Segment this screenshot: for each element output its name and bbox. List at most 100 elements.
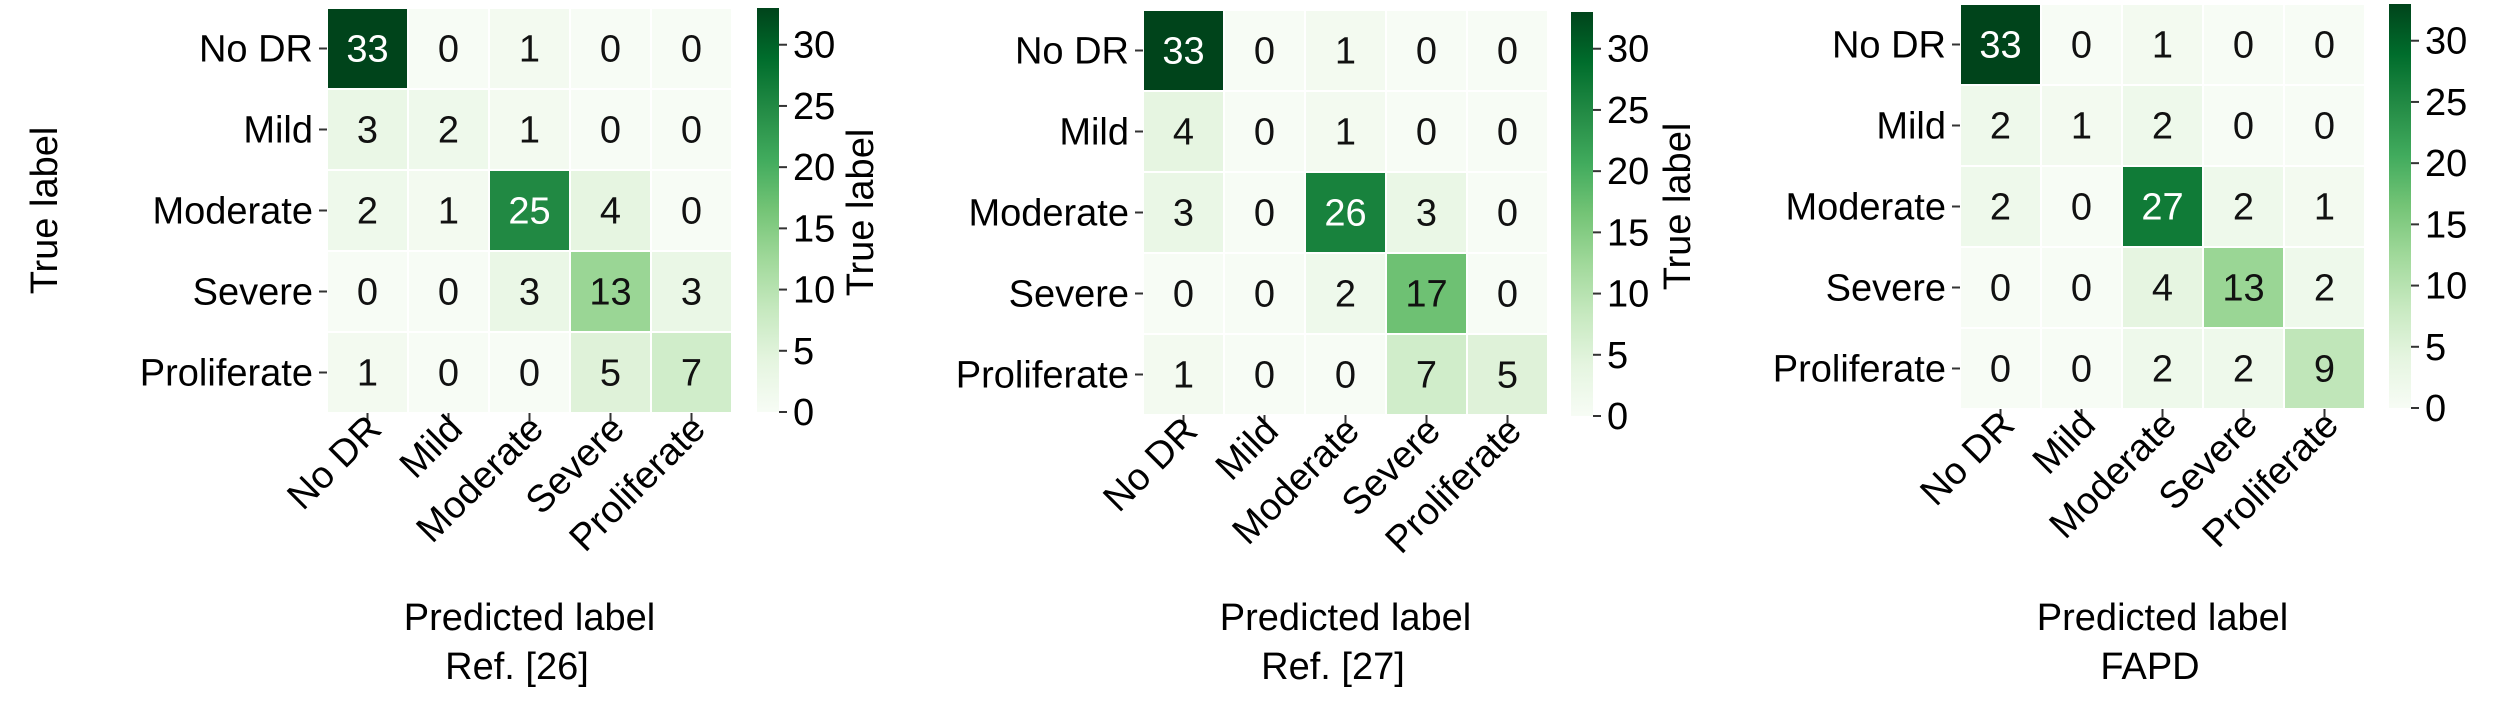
heatmap-cell: [1385, 171, 1468, 254]
cell-value: 27: [2141, 187, 2183, 229]
heatmap-cell: [2283, 84, 2366, 167]
heatmap-cell: [1223, 90, 1306, 173]
cell-value: 1: [1335, 112, 1356, 154]
cell-value: 33: [346, 29, 388, 71]
cell-value: 0: [2233, 25, 2254, 67]
cell-value: 0: [2071, 25, 2092, 67]
colorbar-tick-label: 5: [793, 331, 814, 373]
cell-value: 0: [600, 110, 621, 152]
cell-value: 1: [1335, 31, 1356, 73]
heatmap-cell: [1959, 3, 2042, 86]
heatmap-cell: [488, 331, 571, 414]
cell-value: 4: [1173, 112, 1194, 154]
colorbar-tick-label: 5: [1607, 335, 1628, 377]
cell-value: 0: [1497, 31, 1518, 73]
cell-value: 33: [1979, 25, 2021, 67]
heatmap-cell: [2283, 165, 2366, 248]
cell-value: 3: [1416, 193, 1437, 235]
caption-ref-26: Ref. [26]: [445, 646, 589, 688]
cell-value: 1: [519, 110, 540, 152]
caption-ref-27: Ref. [27]: [1261, 646, 1405, 688]
cell-value: 0: [1497, 274, 1518, 316]
cell-value: 0: [2071, 349, 2092, 391]
cell-value: 26: [1324, 193, 1366, 235]
cell-value: 0: [357, 272, 378, 314]
colorbar-tick-label: 30: [793, 25, 835, 67]
x-axis-label: Predicted label: [404, 597, 655, 639]
x-tick-label-no-dr: No DR: [280, 408, 390, 518]
cell-value: 2: [1990, 187, 2011, 229]
confusion-matrix-panel-1: 33 0 1 0 03 2 1 0 02 1 25 4 00 0 3 13 31 0 0 5 7No DRMildMod…: [24, 7, 835, 639]
colorbar-tick-label: 0: [2425, 388, 2446, 430]
confusion-matrix-panel-3: 33 0 1 0 02 1 2 0 02 0 27 2 10 0 4 13 20 0 2 2 9No DRMildMod…: [1657, 3, 2467, 639]
y-tick-label-proliferate: Proliferate: [140, 353, 313, 395]
cell-value: 2: [2152, 106, 2173, 148]
cell-value: 2: [357, 191, 378, 233]
heatmap-cell: [1304, 90, 1387, 173]
cell-value: 1: [438, 191, 459, 233]
cell-value: 2: [1335, 274, 1356, 316]
cell-value: 2: [2152, 349, 2173, 391]
colorbar-tick-label: 0: [1607, 396, 1628, 438]
cell-value: 0: [600, 29, 621, 71]
cell-value: 0: [2314, 106, 2335, 148]
cell-value: 5: [600, 353, 621, 395]
y-tick-label-no-dr: No DR: [199, 29, 313, 71]
colorbar-tick-label: 25: [2425, 82, 2467, 124]
cell-value: 4: [600, 191, 621, 233]
cell-value: 0: [2314, 25, 2335, 67]
cell-value: 2: [438, 110, 459, 152]
heatmap-cell: [2202, 84, 2285, 167]
cell-value: 2: [1990, 106, 2011, 148]
heatmap-cell: [569, 250, 652, 333]
y-tick-label-severe: Severe: [1826, 268, 1946, 310]
y-axis-label: True label: [24, 127, 66, 295]
x-tick-label-no-dr: No DR: [1913, 404, 2023, 514]
cell-value: 2: [2233, 187, 2254, 229]
y-tick-label-moderate: Moderate: [1785, 187, 1946, 229]
colorbar-tick-label: 15: [1607, 212, 1649, 254]
heatmap-cell: [2202, 165, 2285, 248]
cell-value: 3: [519, 272, 540, 314]
cell-value: 17: [1405, 274, 1447, 316]
heatmap-cell: [1466, 252, 1549, 335]
heatmap-cell: [650, 250, 733, 333]
heatmap-cell: [1385, 252, 1468, 335]
caption-fapd: FAPD: [2100, 646, 2200, 688]
cell-value: 0: [438, 353, 459, 395]
cell-value: 1: [2314, 187, 2335, 229]
colorbar-tick-label: 20: [2425, 143, 2467, 185]
heatmap-cell: [1304, 171, 1387, 254]
colorbar-tick-label: 0: [793, 392, 814, 434]
y-tick-label-moderate: Moderate: [152, 191, 313, 233]
cell-value: 0: [1416, 31, 1437, 73]
cell-value: 1: [2071, 106, 2092, 148]
cell-value: 9: [2314, 349, 2335, 391]
cell-value: 0: [519, 353, 540, 395]
cell-value: 0: [1416, 112, 1437, 154]
colorbar-tick-label: 30: [2425, 21, 2467, 63]
y-tick-label-no-dr: No DR: [1832, 25, 1946, 67]
cell-value: 0: [438, 29, 459, 71]
cell-value: 3: [1173, 193, 1194, 235]
heatmap-cell: [407, 169, 490, 252]
x-tick-label-no-dr: No DR: [1096, 410, 1206, 520]
cell-value: 1: [357, 353, 378, 395]
cell-value: 0: [1173, 274, 1194, 316]
cell-value: 0: [438, 272, 459, 314]
colorbar-tick-label: 10: [2425, 266, 2467, 308]
y-tick-label-severe: Severe: [193, 272, 313, 314]
heatmap-cell: [326, 331, 409, 414]
cell-value: 0: [1254, 274, 1275, 316]
heatmap-cell: [569, 169, 652, 252]
colorbar-tick-label: 15: [2425, 204, 2467, 246]
cell-value: 2: [2314, 268, 2335, 310]
cell-value: 3: [681, 272, 702, 314]
cell-value: 13: [2222, 268, 2264, 310]
cell-value: 5: [1497, 355, 1518, 397]
cell-value: 0: [1497, 112, 1518, 154]
y-tick-label-moderate: Moderate: [968, 193, 1129, 235]
heatmap-cell: [1223, 171, 1306, 254]
heatmap-cell: [1304, 252, 1387, 335]
